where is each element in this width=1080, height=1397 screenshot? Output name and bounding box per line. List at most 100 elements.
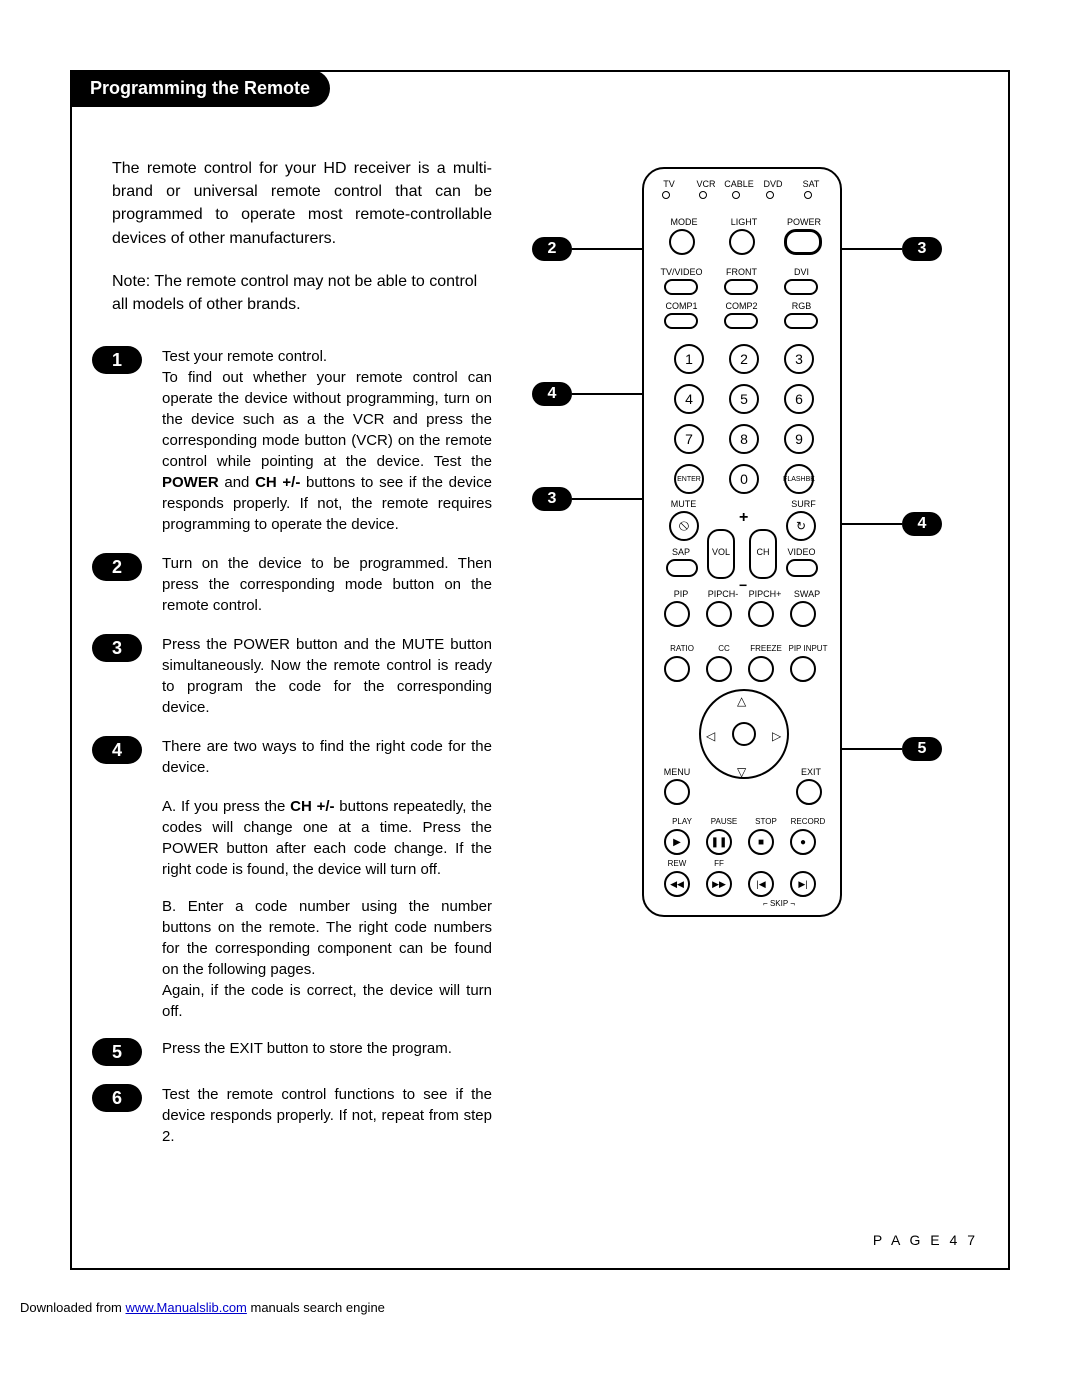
menu-label: MENU xyxy=(662,767,692,777)
transport-button: ■ xyxy=(748,829,774,855)
transport2-button: ◀◀ xyxy=(664,871,690,897)
step-number: 2 xyxy=(92,553,142,581)
transport-button: ❚❚ xyxy=(706,829,732,855)
numpad-button: 6 xyxy=(784,384,814,414)
transport-label: PAUSE xyxy=(704,817,744,826)
numpad-button: 0 xyxy=(729,464,759,494)
power-button xyxy=(784,229,822,255)
section-header: Programming the Remote xyxy=(70,70,330,107)
step: 6Test the remote control functions to se… xyxy=(92,1084,492,1147)
numpad-button: 4 xyxy=(674,384,704,414)
btn-label: MODE xyxy=(664,217,704,227)
menu-button xyxy=(664,779,690,805)
btn-label: POWER xyxy=(784,217,824,227)
input-button xyxy=(724,313,758,329)
download-footer: Downloaded from www.Manualslib.com manua… xyxy=(20,1300,1070,1315)
dpad-down-icon: ▽ xyxy=(737,765,746,779)
dpad-ok xyxy=(732,722,756,746)
manual-page: Programming the Remote The remote contro… xyxy=(70,70,1010,1270)
misc-button xyxy=(706,656,732,682)
led-label: SAT xyxy=(796,179,826,189)
mute-label: MUTE xyxy=(666,499,701,509)
step: 2Turn on the device to be programmed. Th… xyxy=(92,553,492,616)
misc-label: RATIO xyxy=(662,644,702,653)
misc-button xyxy=(748,656,774,682)
surf-label: SURF xyxy=(786,499,821,509)
vol-label: VOL xyxy=(708,547,734,557)
input-label: COMP2 xyxy=(719,301,764,311)
dpad-up-icon: △ xyxy=(737,694,746,708)
numpad-button: 2 xyxy=(729,344,759,374)
manualslib-link[interactable]: www.Manualslib.com xyxy=(126,1300,247,1315)
step-text: There are two ways to find the right cod… xyxy=(162,736,492,778)
numpad-button: 1 xyxy=(674,344,704,374)
transport2-button: |◀ xyxy=(748,871,774,897)
pip-button xyxy=(790,601,816,627)
callout-2: 2 xyxy=(532,237,572,261)
step-number: 4 xyxy=(92,736,142,764)
footer-post: manuals search engine xyxy=(247,1300,385,1315)
step-sub: B. Enter a code number using the number … xyxy=(162,896,492,1022)
rew-label: REW xyxy=(662,859,692,868)
led-indicator xyxy=(662,191,670,199)
ch-label: CH xyxy=(750,547,776,557)
step-number: 1 xyxy=(92,346,142,374)
numpad-button: 9 xyxy=(784,424,814,454)
transport-button: ▶ xyxy=(664,829,690,855)
step: 3 Press the POWER button and the MUTE but… xyxy=(92,634,492,718)
pip-label: SWAP xyxy=(788,589,826,599)
step-number: 6 xyxy=(92,1084,142,1112)
numpad-button: ENTER xyxy=(674,464,704,494)
step: 5 Press the EXIT button to store the prog… xyxy=(92,1038,492,1066)
step-number: 5 xyxy=(92,1038,142,1066)
led-indicator xyxy=(699,191,707,199)
video-button xyxy=(786,559,818,577)
led-indicator xyxy=(732,191,740,199)
video-label: VIDEO xyxy=(784,547,819,557)
step-text: Press the EXIT button to store the progr… xyxy=(162,1038,452,1059)
numpad-button: 3 xyxy=(784,344,814,374)
step-sub: A. If you press the CH +/- buttons repea… xyxy=(162,796,492,880)
input-button xyxy=(784,313,818,329)
intro-paragraph: The remote control for your HD receiver … xyxy=(112,157,492,250)
led-label: VCR xyxy=(691,179,721,189)
callout-4-right: 4 xyxy=(902,512,942,536)
sap-label: SAP xyxy=(666,547,696,557)
transport2-button: ▶▶ xyxy=(706,871,732,897)
numpad-button: 7 xyxy=(674,424,704,454)
pip-button xyxy=(706,601,732,627)
led-label: CABLE xyxy=(724,179,754,189)
callout-line xyxy=(832,248,902,250)
text-column: The remote control for your HD receiver … xyxy=(92,127,492,1165)
ff-label: FF xyxy=(704,859,734,868)
input-button xyxy=(664,313,698,329)
transport-label: PLAY xyxy=(662,817,702,826)
step: 1Test your remote control.To find out wh… xyxy=(92,346,492,535)
numpad-button: 8 xyxy=(729,424,759,454)
led-indicator xyxy=(766,191,774,199)
btn-label: LIGHT xyxy=(724,217,764,227)
transport2-button: ▶| xyxy=(790,871,816,897)
footer-pre: Downloaded from xyxy=(20,1300,126,1315)
diagram-column: 2 4 3 3 4 5 TVVCRCABLEDVDSATMODELIGHTPOW… xyxy=(522,127,968,1165)
exit-label: EXIT xyxy=(796,767,826,777)
input-button xyxy=(784,279,818,295)
misc-button xyxy=(664,656,690,682)
mute-button: ⦸ xyxy=(669,511,699,541)
transport-label: STOP xyxy=(746,817,786,826)
step-number: 3 xyxy=(92,634,142,662)
content-area: The remote control for your HD receiver … xyxy=(72,107,1008,1185)
remote-diagram: 2 4 3 3 4 5 TVVCRCABLEDVDSATMODELIGHTPOW… xyxy=(532,167,962,927)
input-label: COMP1 xyxy=(659,301,704,311)
callout-3-top: 3 xyxy=(902,237,942,261)
input-label: DVI xyxy=(779,267,824,277)
led-label: DVD xyxy=(758,179,788,189)
step-text: Press the POWER button and the MUTE butt… xyxy=(162,634,492,718)
input-label: RGB xyxy=(779,301,824,311)
input-button xyxy=(664,279,698,295)
callout-5-right: 5 xyxy=(902,737,942,761)
note-paragraph: Note: The remote control may not be able… xyxy=(112,270,492,316)
led-indicator xyxy=(804,191,812,199)
misc-label: CC xyxy=(704,644,744,653)
remote-body: TVVCRCABLEDVDSATMODELIGHTPOWERTV/VIDEOFR… xyxy=(642,167,842,917)
